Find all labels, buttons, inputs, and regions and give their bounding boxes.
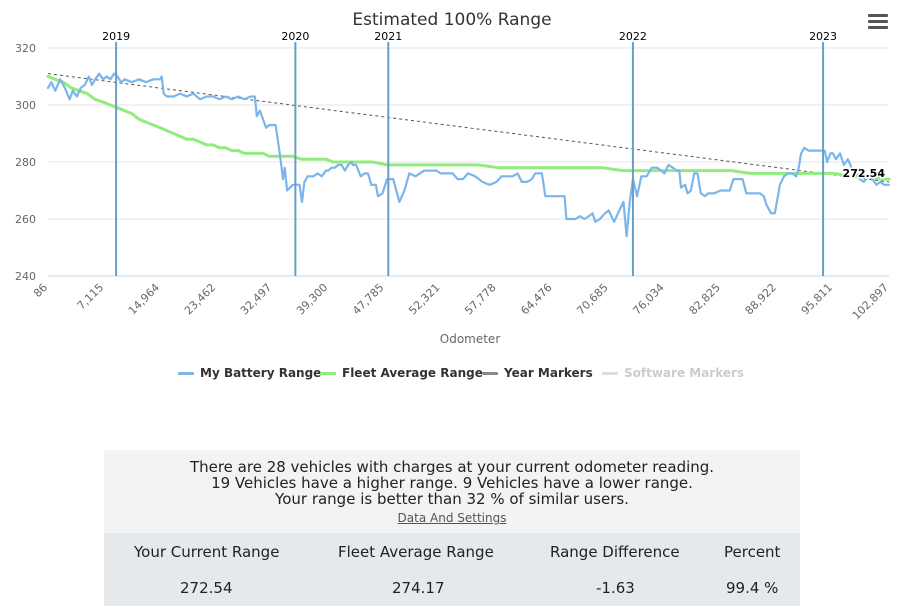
legend-fleet-average-range[interactable]: Fleet Average Range xyxy=(320,366,483,380)
year-marker-label: 2019 xyxy=(102,30,130,43)
x-tick-label: 57,778 xyxy=(462,281,498,317)
legend-label: Software Markers xyxy=(624,366,745,380)
grid-lines xyxy=(48,47,889,277)
y-axis: 240 260 280 300 320 xyxy=(15,42,36,283)
legend-label: Year Markers xyxy=(504,366,593,380)
y-tick-label: 260 xyxy=(15,213,36,226)
header-fleet-average: Fleet Average Range xyxy=(338,543,494,561)
year-marker-label: 2020 xyxy=(281,30,309,43)
x-tick-label: 47,785 xyxy=(350,281,386,317)
year-marker-label: 2023 xyxy=(809,30,837,43)
chart-title: Estimated 100% Range xyxy=(352,10,551,30)
x-tick-label: 39,300 xyxy=(294,281,330,317)
y-tick-label: 320 xyxy=(15,42,36,55)
year-marker-label: 2021 xyxy=(374,30,402,43)
legend-software-markers[interactable]: Software Markers xyxy=(602,366,744,380)
legend-label: Fleet Average Range xyxy=(342,366,483,380)
x-tick-label: 76,034 xyxy=(630,281,666,317)
x-tick-label: 7,115 xyxy=(75,281,106,312)
data-and-settings-link[interactable]: Data And Settings xyxy=(397,511,507,525)
x-tick-label: 52,321 xyxy=(406,281,442,317)
year-marker-label: 2022 xyxy=(619,30,647,43)
series-layer: 272.54 xyxy=(46,72,891,238)
x-tick-label: 64,476 xyxy=(518,281,554,317)
x-tick-label: 86 xyxy=(31,281,50,300)
y-tick-label: 280 xyxy=(15,156,36,169)
x-tick-label: 102,897 xyxy=(850,281,891,322)
header-current-range: Your Current Range xyxy=(134,543,280,561)
x-tick-label: 32,497 xyxy=(238,281,274,317)
header-range-difference: Range Difference xyxy=(550,543,680,561)
x-tick-label: 23,462 xyxy=(182,281,218,317)
value-current-range: 272.54 xyxy=(180,579,233,597)
value-percent: 99.4 % xyxy=(726,579,779,597)
legend-my-battery-range[interactable]: My Battery Range xyxy=(178,366,321,380)
x-tick-label: 88,922 xyxy=(743,281,779,317)
stats-summary: There are 28 vehicles with charges at yo… xyxy=(104,450,800,533)
x-tick-label: 95,811 xyxy=(799,281,835,317)
x-axis: 86 7,115 14,964 23,462 32,497 39,300 47,785 52,… xyxy=(31,281,891,322)
vehicle-count-text: There are 28 vehicles with charges at yo… xyxy=(189,458,715,476)
range-chart: Estimated 100% Range 240 260 280 300 320 86 7… xyxy=(15,10,891,346)
fleet-average-range-line xyxy=(46,75,891,181)
end-value-label: 272.54 xyxy=(843,167,886,180)
header-percent: Percent xyxy=(724,543,781,561)
my-battery-range-line xyxy=(46,72,891,238)
range-stats-panel: There are 28 vehicles with charges at yo… xyxy=(104,450,800,606)
y-tick-label: 300 xyxy=(15,99,36,112)
value-fleet-average: 274.17 xyxy=(392,579,445,597)
legend-label: My Battery Range xyxy=(200,366,322,380)
chart-legend: My Battery Range Fleet Average Range Yea… xyxy=(0,366,907,384)
value-range-difference: -1.63 xyxy=(596,579,635,597)
legend-year-markers[interactable]: Year Markers xyxy=(482,366,593,380)
x-tick-label: 70,685 xyxy=(574,281,610,317)
x-tick-label: 82,825 xyxy=(687,281,723,317)
x-tick-label: 14,964 xyxy=(126,281,162,317)
higher-lower-text: 19 Vehicles have a higher range. 9 Vehic… xyxy=(211,474,693,492)
hamburger-menu-icon[interactable] xyxy=(868,14,888,32)
percentile-text: Your range is better than 32 % of simila… xyxy=(275,490,629,508)
year-markers: 2019 2020 2021 2022 2023 xyxy=(102,30,837,276)
x-axis-title: Odometer xyxy=(440,332,501,346)
y-tick-label: 240 xyxy=(15,270,36,283)
stats-table: Your Current Range Fleet Average Range R… xyxy=(104,533,800,606)
